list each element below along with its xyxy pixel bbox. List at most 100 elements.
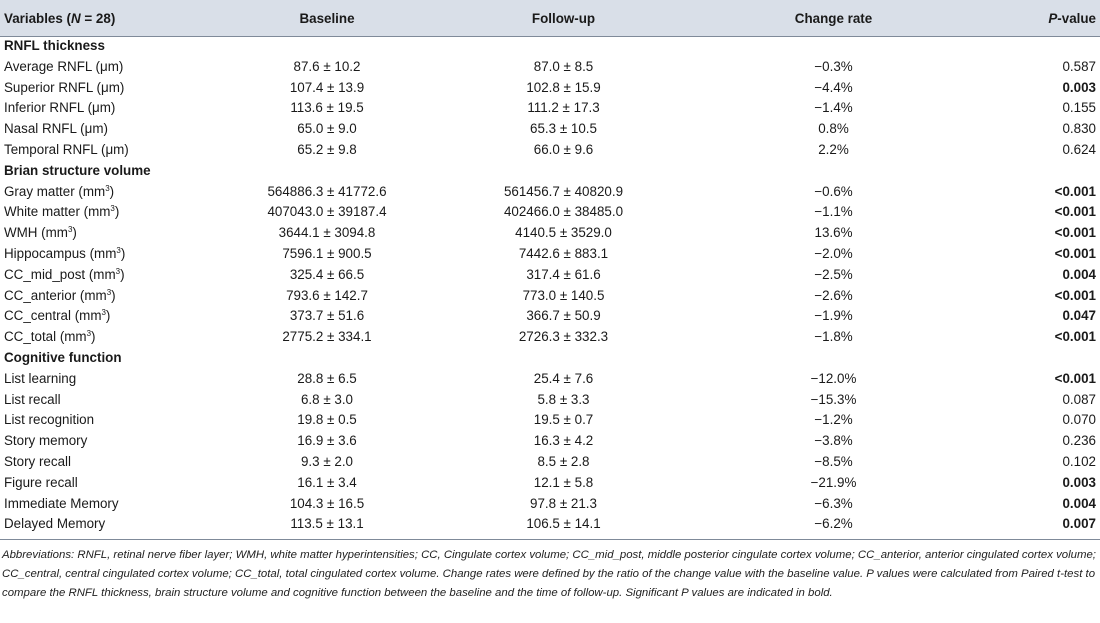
baseline-value: 28.8 ± 6.5 (297, 370, 357, 386)
change-rate-value: −0.6% (814, 183, 853, 199)
p-value: 0.004 (1062, 495, 1096, 511)
header-baseline: Baseline (299, 10, 355, 26)
p-value: <0.001 (1054, 183, 1096, 199)
variable-label: Average RNFL (μm) (4, 58, 124, 74)
change-rate-value: −6.2% (814, 516, 853, 532)
followup-value: 7442.6 ± 883.1 (518, 245, 609, 261)
change-rate-value: −2.6% (814, 287, 853, 303)
section-title: Brian structure volume (4, 162, 151, 178)
baseline-value: 407043.0 ± 39187.4 (267, 204, 387, 220)
p-value: 0.003 (1062, 79, 1096, 95)
baseline-value: 325.4 ± 66.5 (289, 266, 365, 282)
change-rate-value: −6.3% (814, 495, 853, 511)
change-rate-value: −1.2% (814, 412, 853, 428)
table-row: Figure recall 16.1 ± 3.4 12.1 ± 5.8 −21.9% 0… (0, 473, 1100, 494)
variable-label: List recall (4, 391, 61, 407)
table-row: White matter (mm3) 407043.0 ± 39187.4 4024… (0, 202, 1100, 223)
baseline-value: 65.0 ± 9.0 (297, 121, 357, 137)
variable-label: Inferior RNFL (μm) (4, 100, 116, 116)
change-rate-value: −2.5% (814, 266, 853, 282)
table-row: WMH (mm3) 3644.1 ± 3094.8 4140.5 ± 3529.0 1… (0, 223, 1100, 244)
p-value: 0.587 (1062, 58, 1096, 74)
followup-value: 317.4 ± 61.6 (526, 266, 601, 282)
variable-label: Nasal RNFL (μm) (4, 121, 108, 137)
table-row: CC_anterior (mm3) 793.6 ± 142.7 773.0 ± 14… (0, 286, 1100, 307)
header-p-value: P-value (1048, 10, 1096, 26)
variable-label: Story memory (4, 433, 88, 449)
results-table: Variables (N = 28) Baseline Follow-up Ch… (0, 10, 1100, 535)
followup-value: 12.1 ± 5.8 (533, 474, 594, 490)
p-value: 0.070 (1062, 412, 1096, 428)
variable-label: White matter (mm3) (4, 204, 120, 220)
change-rate-value: −1.4% (814, 100, 853, 116)
table-row: CC_mid_post (mm3) 325.4 ± 66.5 317.4 ± 61.… (0, 265, 1100, 286)
table-row: List recognition 19.8 ± 0.5 19.5 ± 0.7 −1.2… (0, 410, 1100, 431)
baseline-value: 9.3 ± 2.0 (300, 453, 354, 469)
baseline-value: 2775.2 ± 334.1 (282, 329, 372, 345)
table-row: Gray matter (mm3) 564886.3 ± 41772.6 56145… (0, 182, 1100, 203)
header-background (0, 0, 1100, 36)
p-value: 0.155 (1062, 100, 1096, 116)
change-rate-value: 13.6% (814, 225, 853, 241)
p-value: 0.087 (1062, 391, 1096, 407)
change-rate-value: −1.9% (814, 308, 853, 324)
variable-label: List learning (4, 370, 77, 386)
variable-label: CC_central (mm3) (4, 308, 111, 324)
table-row: Hippocampus (mm3) 7596.1 ± 900.5 7442.6 ± … (0, 244, 1100, 265)
p-value: <0.001 (1054, 329, 1096, 345)
change-rate-value: −12.0% (810, 370, 857, 386)
variable-label: Figure recall (4, 474, 78, 490)
followup-value: 87.0 ± 8.5 (533, 58, 594, 74)
section-header-row: RNFL thickness (0, 36, 1100, 57)
change-rate-value: 0.8% (818, 121, 849, 137)
followup-value: 402466.0 ± 38485.0 (503, 204, 624, 220)
baseline-value: 7596.1 ± 900.5 (282, 245, 372, 261)
table-body: RNFL thickness Average RNFL (μm) 87.6 ± 10… (0, 36, 1100, 535)
change-rate-value: −1.8% (814, 329, 853, 345)
baseline-value: 6.8 ± 3.0 (300, 391, 354, 407)
change-rate-value: −1.1% (814, 204, 853, 220)
baseline-value: 3644.1 ± 3094.8 (278, 225, 376, 241)
table-row: Average RNFL (μm) 87.6 ± 10.2 87.0 ± 8.5 −0… (0, 57, 1100, 78)
followup-value: 8.5 ± 2.8 (537, 453, 590, 469)
baseline-value: 19.8 ± 0.5 (297, 412, 357, 428)
section-title: RNFL thickness (4, 38, 105, 53)
p-value: <0.001 (1054, 287, 1096, 303)
table-row: Immediate Memory 104.3 ± 16.5 97.8 ± 21.3 −… (0, 494, 1100, 515)
bottom-rule (0, 539, 1100, 540)
header-variables: Variables (N = 28) (4, 10, 116, 26)
p-value: 0.007 (1062, 516, 1096, 532)
table-footnote: Abbreviations: RNFL, retinal nerve fiber… (2, 549, 1096, 599)
p-value: <0.001 (1054, 204, 1096, 220)
variable-label: CC_mid_post (mm3) (4, 266, 125, 282)
followup-value: 2726.3 ± 332.3 (518, 329, 609, 345)
section-header-row: Cognitive function (0, 348, 1100, 369)
baseline-value: 373.7 ± 51.6 (289, 308, 365, 324)
change-rate-value: −3.8% (814, 433, 853, 449)
change-rate-value: −2.0% (814, 245, 853, 261)
p-value: 0.102 (1062, 453, 1096, 469)
variable-label: Hippocampus (mm3) (4, 245, 126, 261)
variable-label: List recognition (4, 412, 95, 428)
variable-label: CC_total (mm3) (4, 329, 96, 345)
followup-value: 773.0 ± 140.5 (522, 287, 605, 303)
variable-label: Story recall (4, 453, 71, 469)
variable-label: Delayed Memory (4, 516, 106, 532)
change-rate-value: −21.9% (810, 474, 857, 490)
change-rate-value: 2.2% (818, 141, 849, 157)
variable-label: Immediate Memory (4, 495, 119, 511)
variable-label: Temporal RNFL (μm) (4, 141, 129, 157)
section-header-row: Brian structure volume (0, 161, 1100, 182)
header-change-rate: Change rate (794, 10, 873, 26)
p-value: 0.830 (1062, 121, 1096, 137)
header-rule (0, 36, 1100, 37)
followup-value: 65.3 ± 10.5 (530, 121, 597, 137)
baseline-value: 87.6 ± 10.2 (293, 58, 361, 74)
baseline-value: 793.6 ± 142.7 (286, 287, 368, 303)
baseline-value: 65.2 ± 9.8 (297, 141, 357, 157)
followup-value: 111.2 ± 17.3 (527, 100, 600, 116)
p-value: <0.001 (1054, 245, 1096, 261)
p-value: 0.003 (1062, 474, 1096, 490)
table-row: Story recall 9.3 ± 2.0 8.5 ± 2.8 −8.5% 0.102 (0, 452, 1100, 473)
